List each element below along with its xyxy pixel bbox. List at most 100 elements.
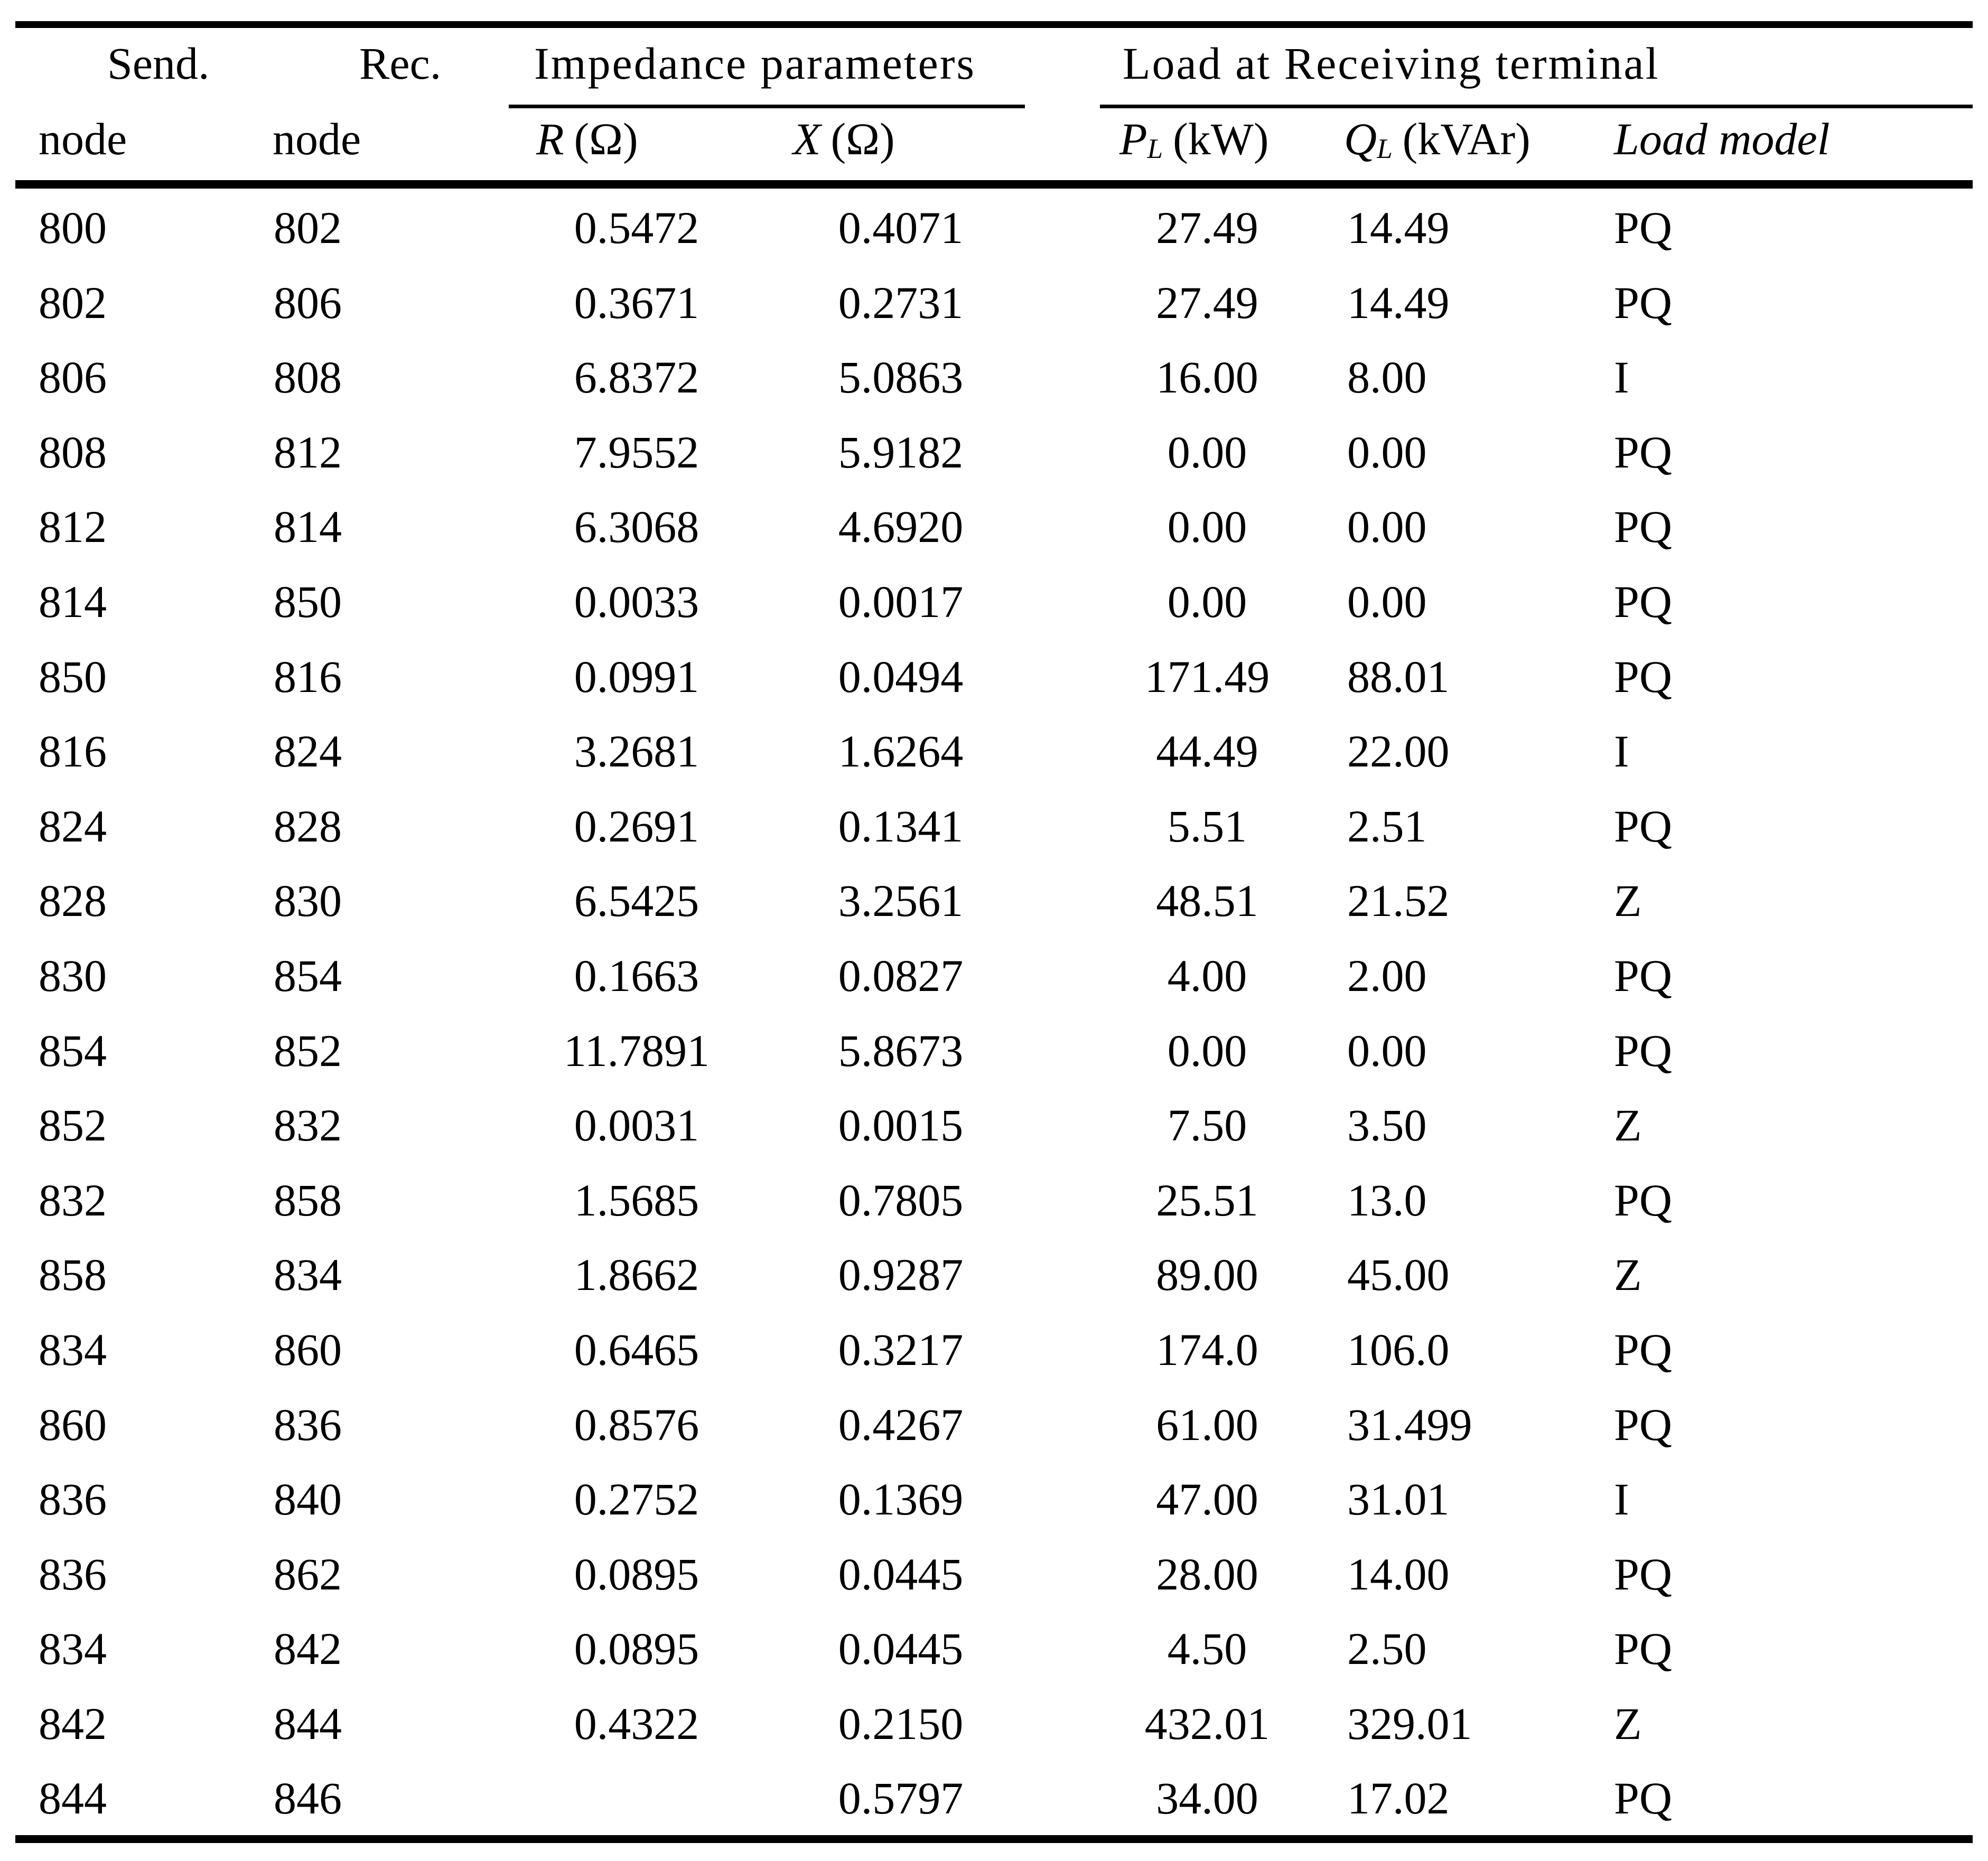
- cell-pl: 27.49: [1156, 202, 1258, 253]
- cell-send: 836: [39, 1548, 107, 1600]
- cell-model: I: [1614, 726, 1629, 777]
- cell-pl: 48.51: [1156, 875, 1258, 927]
- cell-x: 0.2731: [838, 277, 964, 328]
- cell-x: 0.0015: [838, 1100, 964, 1151]
- cell-model: PQ: [1614, 576, 1672, 627]
- cell-pl: 47.00: [1156, 1474, 1258, 1525]
- cell-ql: 2.50: [1347, 1623, 1427, 1675]
- cell-rec: 832: [274, 1100, 342, 1151]
- cell-send: 812: [39, 501, 107, 553]
- cell-r: 3.2681: [574, 726, 699, 777]
- cell-model: PQ: [1614, 1174, 1672, 1226]
- cell-rec: 844: [274, 1698, 342, 1749]
- cell-rec: 858: [274, 1174, 342, 1226]
- cell-model: Z: [1614, 875, 1642, 927]
- cell-rec: 816: [274, 651, 342, 702]
- cell-rec: 862: [274, 1548, 342, 1600]
- header-load-group: Load at Receiving terminal: [1123, 38, 1660, 89]
- cell-x: 0.1341: [838, 800, 964, 852]
- cell-rec: 854: [274, 950, 342, 1001]
- cell-model: PQ: [1614, 1773, 1672, 1824]
- cell-pl: 0.00: [1167, 576, 1247, 627]
- cell-x: 0.9287: [838, 1249, 964, 1301]
- cell-r: 6.8372: [574, 352, 699, 403]
- cell-x: 5.8673: [838, 1025, 964, 1076]
- cell-ql: 0.00: [1347, 501, 1427, 553]
- cell-ql: 88.01: [1347, 651, 1450, 702]
- cell-r: 0.1663: [574, 950, 699, 1001]
- cell-ql: 31.499: [1347, 1399, 1472, 1450]
- cell-x: 5.9182: [838, 426, 964, 478]
- cell-ql: 3.50: [1347, 1100, 1427, 1151]
- header-rec-node: node: [273, 114, 361, 164]
- cell-pl: 61.00: [1156, 1399, 1258, 1450]
- cell-pl: 28.00: [1156, 1548, 1258, 1600]
- cell-model: PQ: [1614, 651, 1672, 702]
- cell-send: 802: [39, 277, 107, 328]
- cell-rec: 828: [274, 800, 342, 852]
- cell-r: 0.0031: [574, 1100, 699, 1151]
- cell-x: 0.0445: [838, 1548, 964, 1600]
- cell-r: 0.8576: [574, 1399, 699, 1450]
- cell-ql: 8.00: [1347, 352, 1427, 403]
- cell-pl: 4.00: [1167, 950, 1247, 1001]
- header-rec: Rec.: [359, 38, 442, 89]
- header-impedance-group: Impedance parameters: [534, 38, 976, 89]
- cell-ql: 21.52: [1347, 875, 1450, 927]
- cell-pl: 0.00: [1167, 501, 1247, 553]
- cell-r: 0.0991: [574, 651, 699, 702]
- cell-send: 858: [39, 1249, 107, 1301]
- cell-r: 0.2691: [574, 800, 699, 852]
- cell-x: 0.2150: [838, 1698, 964, 1749]
- cell-send: 830: [39, 950, 107, 1001]
- cell-rec: 802: [274, 202, 342, 253]
- header-send-node: node: [39, 114, 127, 164]
- header-active-power: PL (kW): [1119, 114, 1269, 164]
- cell-rec: 850: [274, 576, 342, 627]
- cell-ql: 329.01: [1347, 1698, 1472, 1749]
- cell-r: 0.6465: [574, 1324, 699, 1375]
- cell-send: 808: [39, 426, 107, 478]
- cell-model: PQ: [1614, 1623, 1672, 1675]
- cell-model: Z: [1614, 1100, 1642, 1151]
- cell-r: 0.4322: [574, 1698, 699, 1749]
- cell-model: PQ: [1614, 202, 1672, 253]
- cell-model: Z: [1614, 1698, 1642, 1749]
- cell-pl: 0.00: [1167, 1025, 1247, 1076]
- cell-pl: 5.51: [1167, 800, 1247, 852]
- cell-model: PQ: [1614, 800, 1672, 852]
- cell-ql: 22.00: [1347, 726, 1450, 777]
- cell-x: 0.7805: [838, 1174, 964, 1226]
- table-top-rule: [15, 21, 1973, 28]
- cell-x: 3.2561: [838, 875, 964, 927]
- cell-send: 800: [39, 202, 107, 253]
- cell-rec: 842: [274, 1623, 342, 1675]
- table-bottom-rule: [15, 1835, 1973, 1843]
- cell-x: 0.0494: [838, 651, 964, 702]
- cell-r: [539, 1761, 734, 1836]
- cell-ql: 0.00: [1347, 426, 1427, 478]
- cell-r: 6.5425: [574, 875, 699, 927]
- cell-ql: 31.01: [1347, 1474, 1450, 1525]
- cell-model: Z: [1614, 1249, 1642, 1301]
- cell-pl: 432.01: [1144, 1698, 1270, 1749]
- header-load-model: Load model: [1614, 114, 1830, 164]
- cell-r: 0.0033: [574, 576, 699, 627]
- cell-send: 834: [39, 1623, 107, 1675]
- header-send: Send.: [107, 38, 210, 89]
- header-reactive-power: QL (kVAr): [1344, 114, 1530, 164]
- cell-send: 854: [39, 1025, 107, 1076]
- cell-rec: 834: [274, 1249, 342, 1301]
- cell-r: 0.2752: [574, 1474, 699, 1525]
- cell-x: 0.4071: [838, 202, 964, 253]
- cell-x: 0.0017: [838, 576, 964, 627]
- cell-send: 852: [39, 1100, 107, 1151]
- cell-ql: 14.00: [1347, 1548, 1450, 1600]
- cell-r: 1.8662: [574, 1249, 699, 1301]
- cell-rec: 840: [274, 1474, 342, 1525]
- cell-ql: 0.00: [1347, 576, 1427, 627]
- cell-r: 6.3068: [574, 501, 699, 553]
- cell-x: 0.0445: [838, 1623, 964, 1675]
- cell-r: 7.9552: [574, 426, 699, 478]
- header-separator-rule: [15, 180, 1973, 189]
